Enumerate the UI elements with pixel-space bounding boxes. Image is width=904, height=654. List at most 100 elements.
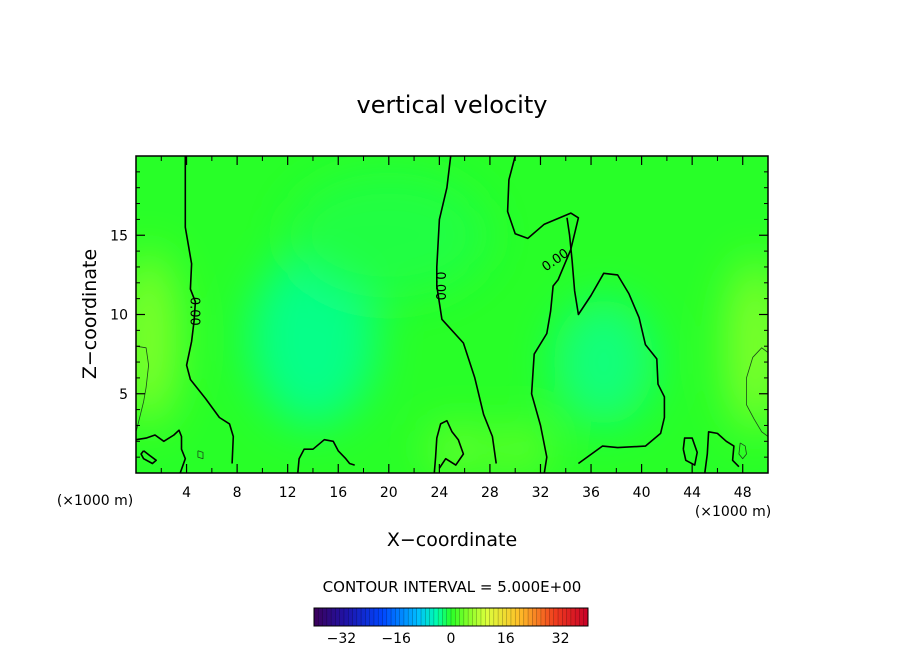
colorbar-cell: [433, 608, 439, 626]
x-tick-label: 24: [430, 485, 448, 501]
colorbar-cell: [421, 608, 426, 626]
colorbar-cell: [545, 608, 550, 626]
colorbar-cell: [506, 608, 512, 626]
contour-line: [136, 345, 149, 432]
x-tick-label: 16: [329, 485, 347, 501]
zero-contour-line: [297, 438, 355, 473]
x-tick-label: 8: [233, 485, 242, 501]
colorbar-cell: [369, 608, 375, 626]
y-tick-label: 5: [119, 387, 128, 403]
colorbar-cell: [331, 608, 336, 626]
field-blobs: [136, 171, 768, 473]
colorbar-cell: [382, 608, 388, 626]
colorbar-cell: [365, 608, 371, 626]
x-tick-label: 12: [279, 485, 297, 501]
colorbar-cell: [348, 608, 353, 626]
x-axis-label: X−coordinate: [387, 529, 517, 551]
colorbar-cell: [510, 608, 516, 626]
zero-contour-line: [704, 431, 740, 473]
zero-contour-line: [506, 156, 580, 473]
colorbar-cell: [314, 608, 319, 626]
colorbar-cell: [566, 608, 572, 626]
zero-contour-line: [436, 156, 497, 464]
color-field: [136, 156, 768, 473]
colorbar-cell: [570, 608, 576, 626]
colorbar-cell: [391, 608, 396, 626]
contour-label: 0.00: [432, 271, 447, 300]
x-tick-label: 44: [683, 485, 701, 501]
field-blob-group: [136, 171, 768, 473]
colorbar-cell: [356, 608, 362, 626]
colorbar-cell: [583, 608, 589, 626]
colorbar-cell: [352, 608, 358, 626]
chart-title: vertical velocity: [357, 91, 548, 119]
colorbar-cell: [489, 608, 495, 626]
x-tick-label: 28: [481, 485, 499, 501]
colorbar-cell: [493, 608, 499, 626]
colorbar-tick-label: −16: [381, 631, 411, 647]
colorbar-cell: [480, 608, 486, 626]
colorbar-cell: [361, 608, 366, 626]
colorbar-cell: [412, 608, 418, 626]
colorbar-cell: [343, 608, 349, 626]
colorbar-tick-label: 0: [447, 631, 456, 647]
x-tick-label: 48: [734, 485, 752, 501]
colorbar-cell: [558, 608, 563, 626]
contour-line: [197, 450, 204, 460]
x-unit-left: (×1000 m): [57, 493, 133, 509]
field-blob: [426, 425, 490, 473]
colorbar-tick-label: −32: [327, 631, 357, 647]
colorbar-tick-label: 32: [552, 631, 570, 647]
colorbar-cell: [386, 608, 392, 626]
colorbar-cell: [472, 608, 478, 626]
colorbar-ticks: −32 −16 0 16 32: [327, 631, 570, 647]
y-tick-label: 10: [110, 308, 128, 324]
contour-line: [738, 442, 747, 460]
colorbar-cell: [425, 608, 430, 626]
colorbar-cell: [416, 608, 422, 626]
colorbar-cell: [378, 608, 383, 626]
colorbar-cell: [532, 608, 538, 626]
colorbar-cell: [540, 608, 546, 626]
colorbar-cell: [476, 608, 482, 626]
colorbar-cell: [438, 608, 443, 626]
colorbar-cell: [442, 608, 448, 626]
colorbar-cell: [562, 608, 567, 626]
field-blob: [287, 171, 490, 299]
colorbar-cell: [502, 608, 508, 626]
colorbar-cell: [528, 608, 533, 626]
x-unit-right: (×1000 m): [695, 504, 771, 520]
x-tick-label: 32: [532, 485, 550, 501]
x-tick-label: 36: [582, 485, 600, 501]
zero-contour-line: [433, 419, 465, 473]
colorbar-cell: [553, 608, 559, 626]
colorbar-cell: [463, 608, 469, 626]
colorbar-cell: [446, 608, 452, 626]
field-blob: [496, 425, 547, 473]
field-blob: [727, 259, 768, 434]
colorbar-cell: [459, 608, 465, 626]
zero-contour-line: [140, 450, 157, 465]
colorbar-cell: [335, 608, 341, 626]
colorbar-cell: [523, 608, 529, 626]
zero-contour-line: [566, 217, 666, 465]
colorbar-title: CONTOUR INTERVAL = 5.000E+00: [323, 578, 582, 596]
x-tick-label: 40: [633, 485, 651, 501]
x-tick-label: 20: [380, 485, 398, 501]
contour-label: 0.00: [187, 297, 202, 326]
colorbar-cell: [408, 608, 413, 626]
y-axis-label: Z−coordinate: [79, 249, 101, 379]
colorbar-tick-label: 16: [497, 631, 515, 647]
field-blob: [249, 251, 377, 426]
colorbar-frame: [313, 607, 589, 627]
x-axis-ticks: 4 8 12 16 20 24 28 32 36 40 44 48: [160, 156, 752, 501]
contour-lines: [136, 156, 768, 473]
zero-contour-line: [184, 156, 235, 464]
field-blob: [553, 298, 655, 426]
colorbar-cell: [575, 608, 580, 626]
colorbar: [314, 608, 589, 626]
colorbar-cell: [536, 608, 542, 626]
colorbar-cell: [468, 608, 473, 626]
y-tick-label: 15: [110, 228, 128, 244]
